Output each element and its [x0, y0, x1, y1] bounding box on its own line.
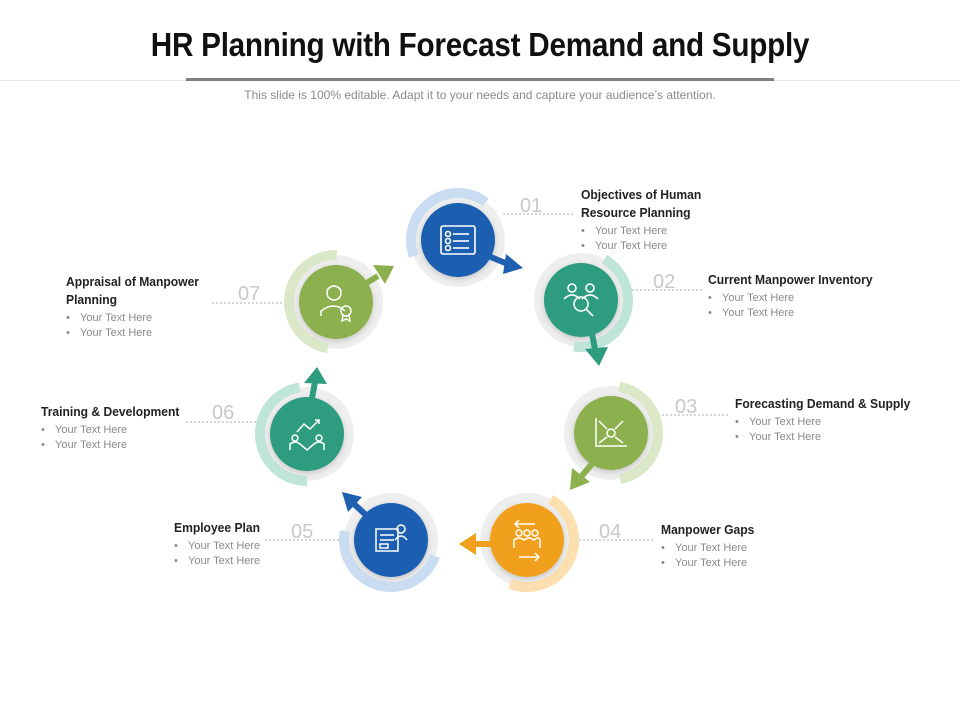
- step-node-01: [406, 188, 510, 292]
- step-label-04: Manpower Gaps Your Text Here Your Text H…: [661, 521, 831, 571]
- bullet-item: Your Text Here: [581, 239, 751, 254]
- bullet-item: Your Text Here: [41, 423, 206, 438]
- bullet-item: Your Text Here: [708, 291, 908, 306]
- bullet-item: Your Text Here: [581, 224, 751, 239]
- step-label-05: Employee Plan Your Text Here Your Text H…: [174, 519, 284, 569]
- step-node-05: [339, 488, 443, 592]
- arrow-04-to-05: [459, 533, 492, 555]
- slide-subtitle: This slide is 100% editable. Adapt it to…: [244, 88, 716, 102]
- bullet-list: Your Text Here Your Text Here: [581, 224, 751, 254]
- step-label-06: Training & Development Your Text Here Yo…: [41, 403, 206, 453]
- bullet-item: Your Text Here: [708, 306, 908, 321]
- employee-board-icon: [375, 524, 408, 552]
- step-node-04: [475, 488, 579, 592]
- bullet-list: Your Text Here Your Text Here: [708, 291, 908, 321]
- bullet-item: Your Text Here: [66, 326, 226, 341]
- step-node-07: [284, 250, 388, 354]
- bullet-item: Your Text Here: [735, 415, 940, 430]
- bullet-item: Your Text Here: [174, 539, 284, 554]
- step-title: Training & Development: [41, 404, 180, 419]
- step-title: Employee Plan: [174, 520, 261, 535]
- step-number-04: 04: [599, 521, 621, 543]
- step-node-06: [255, 382, 359, 486]
- arrow-01-to-02: [484, 252, 523, 274]
- bullet-item: Your Text Here: [174, 554, 284, 569]
- slide-title: HR Planning with Forecast Demand and Sup…: [150, 26, 810, 63]
- step-node-03: [559, 381, 663, 485]
- step-title: Forecasting Demand & Supply: [735, 396, 911, 411]
- step-title: Current Manpower Inventory: [708, 272, 873, 287]
- bullet-item: Your Text Here: [66, 311, 226, 326]
- bullet-item: Your Text Here: [661, 541, 831, 556]
- team-arrows-icon: [513, 519, 541, 562]
- step-node-02: [529, 248, 633, 352]
- step-label-03: Forecasting Demand & Supply Your Text He…: [735, 395, 940, 445]
- bullet-item: Your Text Here: [41, 438, 206, 453]
- step-number-07: 07: [238, 283, 260, 305]
- step-number-01: 01: [520, 195, 542, 217]
- step-title: Appraisal of Manpower Planning: [66, 274, 200, 307]
- step-label-07: Appraisal of Manpower Planning Your Text…: [66, 273, 226, 341]
- arrow-03-to-04: [570, 462, 595, 490]
- arrow-05-to-06: [342, 492, 369, 518]
- arrow-06-to-07: [304, 367, 327, 399]
- step-label-01: Objectives of Human Resource Planning Yo…: [581, 186, 751, 254]
- appraisal-badge-icon: [320, 285, 352, 323]
- title-underline: [186, 78, 774, 81]
- step-number-03: 03: [675, 396, 697, 418]
- step-number-05: 05: [291, 521, 313, 543]
- step-number-06: 06: [212, 402, 234, 424]
- bullet-list: Your Text Here Your Text Here: [41, 423, 206, 453]
- people-search-icon: [563, 283, 599, 317]
- bullet-list: Your Text Here Your Text Here: [174, 539, 284, 569]
- step-number-02: 02: [653, 271, 675, 293]
- bullet-list: Your Text Here Your Text Here: [661, 541, 831, 571]
- bullet-list: Your Text Here Your Text Here: [66, 311, 226, 341]
- bullet-item: Your Text Here: [735, 430, 940, 445]
- step-title: Manpower Gaps: [661, 522, 755, 537]
- checklist-icon: [440, 225, 476, 255]
- arrow-02-to-03: [585, 333, 608, 366]
- arrow-07-to-01: [358, 265, 394, 290]
- dollar-chart-icon: [595, 418, 627, 447]
- trainer-chart-icon: [289, 419, 325, 451]
- bullet-list: Your Text Here Your Text Here: [735, 415, 940, 445]
- step-title: Objectives of Human Resource Planning: [581, 187, 702, 220]
- step-label-02: Current Manpower Inventory Your Text Her…: [708, 271, 908, 321]
- bullet-item: Your Text Here: [661, 556, 831, 571]
